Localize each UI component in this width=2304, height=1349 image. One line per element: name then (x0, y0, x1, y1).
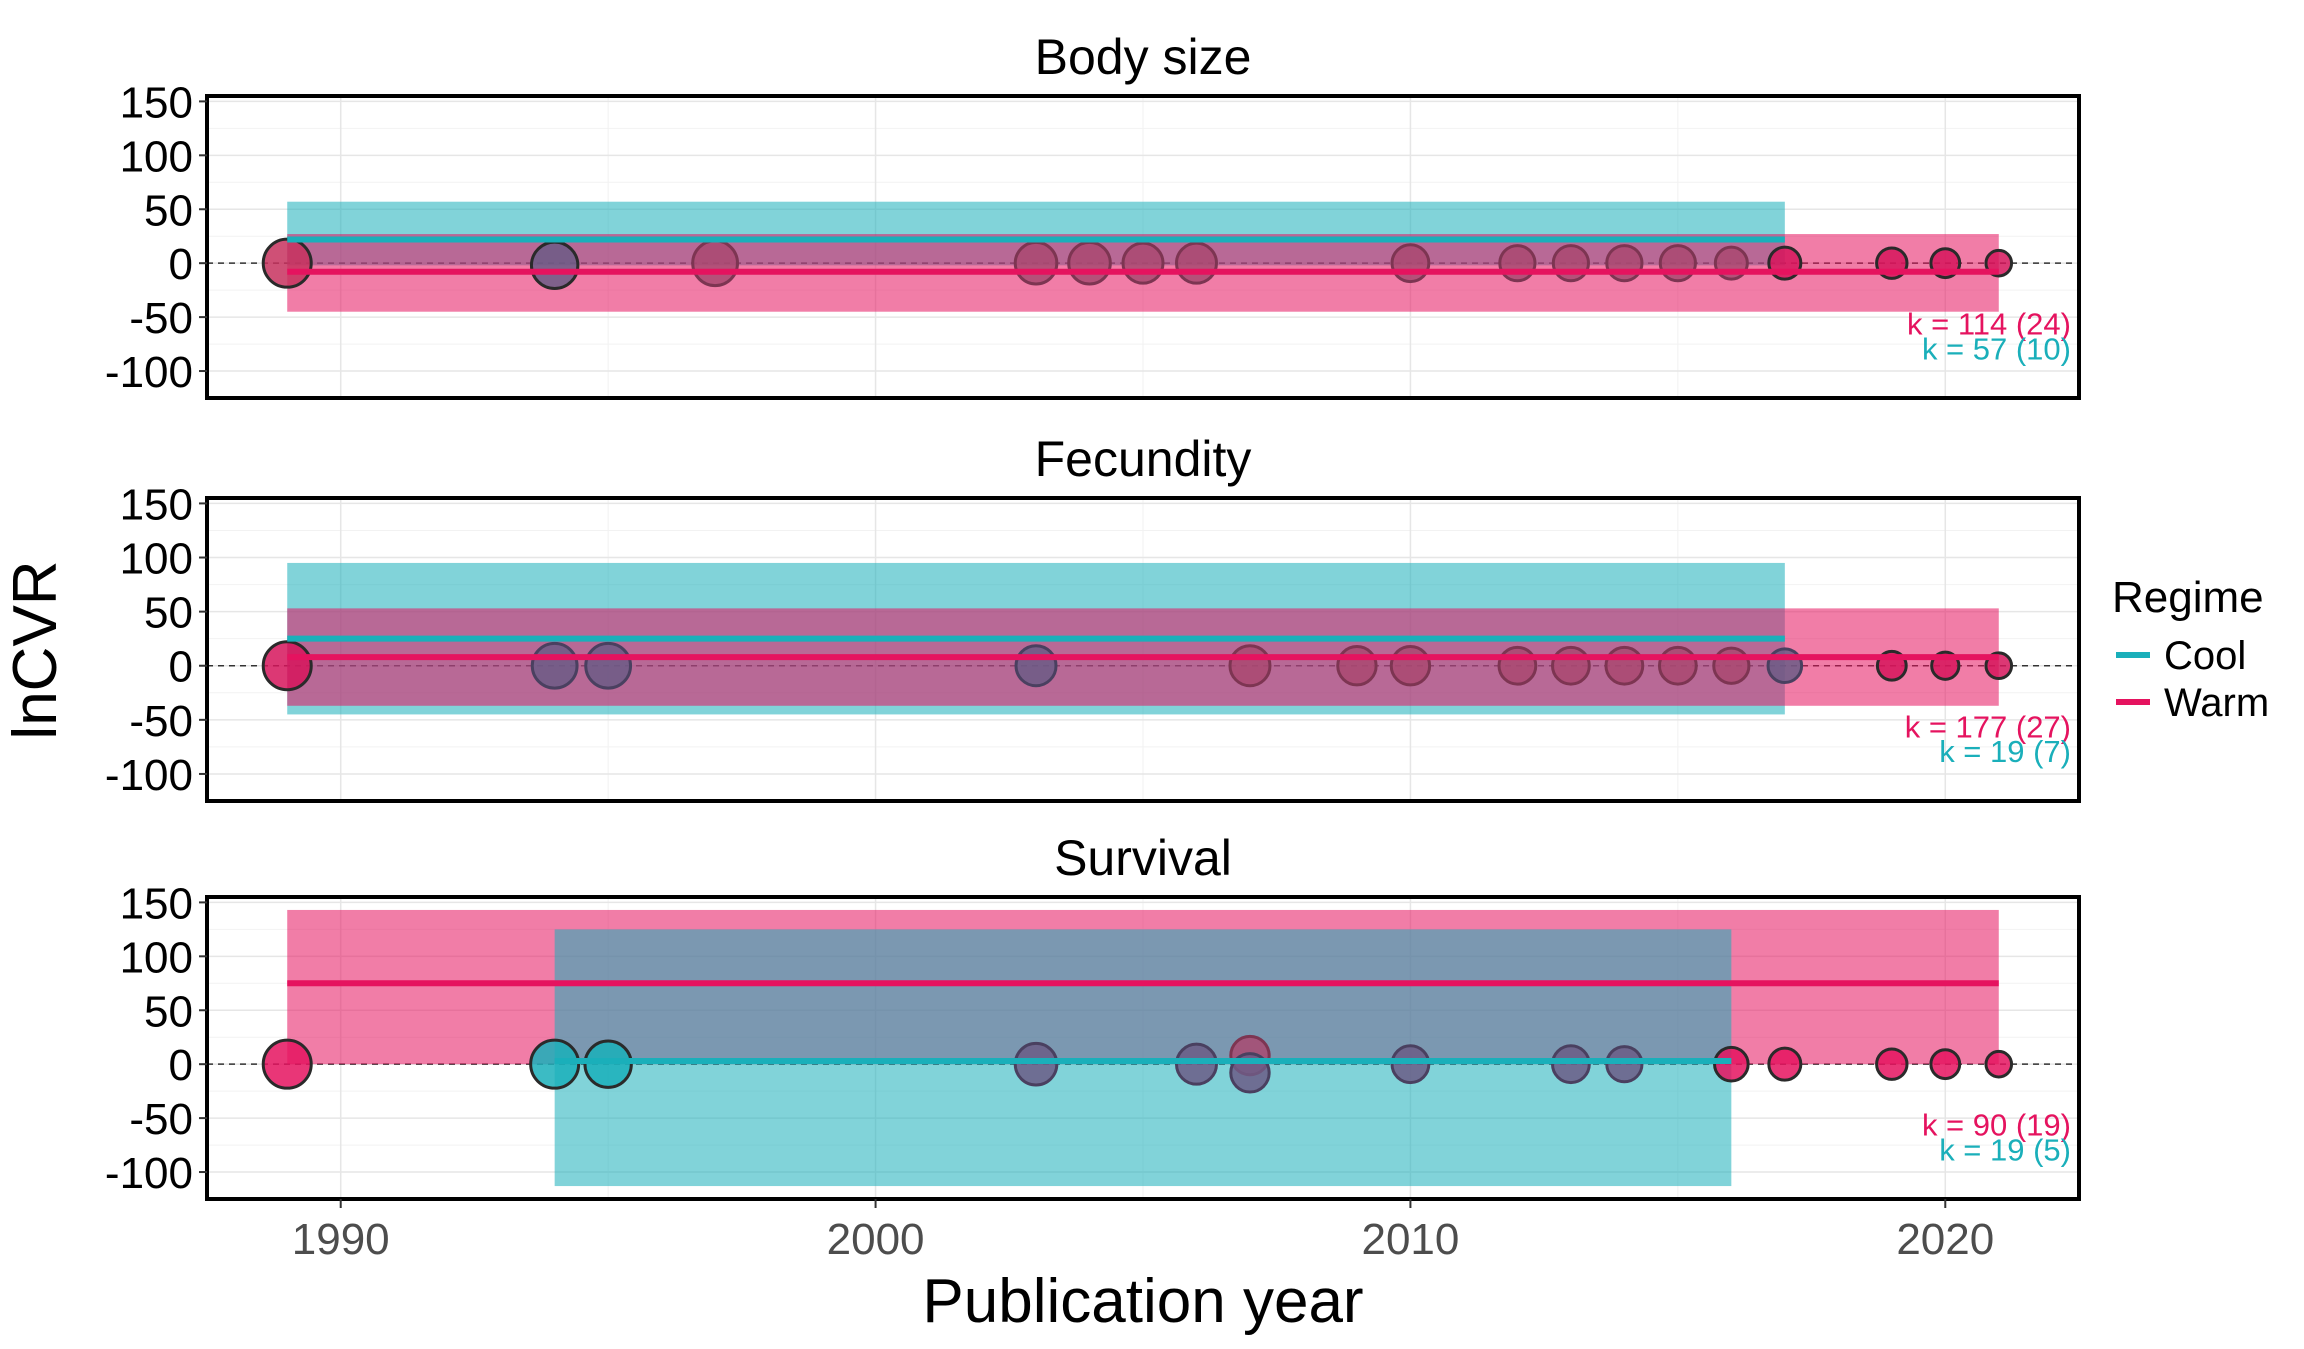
legend-label-cool: Cool (2164, 634, 2246, 678)
data-point (1013, 240, 1059, 286)
y-tick-label: 100 (120, 535, 193, 584)
y-tick-label: 100 (120, 132, 193, 181)
data-point (1174, 241, 1218, 285)
y-tick-label: 150 (120, 78, 193, 127)
data-point (1766, 647, 1804, 685)
panel-border (205, 94, 2081, 400)
sample-size-label-warm: k = 177 (27) (1905, 709, 2071, 744)
data-point (1389, 645, 1432, 687)
data-point (261, 1038, 313, 1090)
data-point (1174, 1042, 1218, 1086)
data-point (1767, 1046, 1803, 1082)
data-point (1013, 1041, 1059, 1087)
data-point (1550, 1044, 1591, 1085)
data-point (1121, 241, 1165, 285)
y-tick-label: -100 (105, 1149, 193, 1198)
y-tick-label: -100 (105, 751, 193, 800)
sample-size-label-warm: k = 90 (19) (1922, 1108, 2071, 1143)
panel-title: Fecundity (1035, 431, 1252, 487)
data-point (1713, 1045, 1750, 1083)
legend-title: Regime (2112, 573, 2264, 622)
data-point (1228, 644, 1272, 688)
data-point (1390, 243, 1431, 284)
x-axis-title: Publication year (922, 1267, 1363, 1336)
y-tick-label: -50 (129, 294, 193, 343)
data-point (1712, 646, 1751, 685)
data-point (1336, 645, 1378, 687)
data-point (529, 1038, 581, 1090)
data-point (1014, 644, 1058, 688)
data-point (1984, 1049, 2014, 1079)
panel-survival: k = 90 (19)k = 19 (5) Survival 150 100 50 0 -5… (105, 830, 2081, 1201)
data-point (1605, 244, 1644, 283)
y-tick-label: 0 (169, 643, 193, 692)
y-tick-label: -100 (105, 348, 193, 397)
data-point (1657, 645, 1698, 686)
y-tick-label: 50 (144, 589, 193, 638)
x-tick-label: 1990 (292, 1215, 390, 1264)
sample-size-label-cool: k = 19 (7) (1939, 734, 2071, 769)
data-point (1929, 1048, 1962, 1081)
panel-title: Survival (1054, 830, 1232, 886)
y-tick-label: 0 (169, 1041, 193, 1090)
x-tick-label: 2000 (827, 1215, 925, 1264)
data-point (261, 237, 313, 289)
sample-size-label-cool: k = 19 (5) (1939, 1132, 2071, 1167)
sample-size-label-cool: k = 57 (10) (1922, 331, 2071, 366)
data-point (261, 640, 313, 692)
data-point (1605, 1045, 1644, 1084)
data-point (1550, 645, 1591, 686)
y-tick-label: 150 (120, 480, 193, 529)
panel-border (205, 895, 2081, 1201)
y-tick-label: 150 (120, 879, 193, 928)
data-point (1067, 240, 1112, 286)
legend-label-warm: Warm (2164, 681, 2269, 725)
x-tick-label: 2010 (1361, 1215, 1459, 1264)
data-point (1551, 244, 1590, 283)
y-axis-title: lnCVR (1, 560, 70, 739)
y-tick-label: -50 (129, 697, 193, 746)
ci-band-cool (554, 929, 1732, 1187)
y-tick-label: 50 (144, 987, 193, 1036)
panel-body-size: k = 114 (24)k = 57 (10) Body size 150 100 50… (105, 29, 2081, 400)
data-point (1497, 645, 1538, 686)
y-tick-label: 0 (169, 240, 193, 289)
panel-title: Body size (1035, 29, 1252, 85)
data-point (1875, 1047, 1909, 1081)
data-point (1658, 244, 1697, 283)
data-point (529, 240, 580, 291)
data-point (1498, 244, 1537, 283)
data-point (1604, 645, 1645, 686)
sample-size-label-warm: k = 114 (24) (1907, 307, 2071, 342)
x-tick-label: 2020 (1896, 1215, 1994, 1264)
data-point (1390, 1044, 1431, 1085)
panel-border (205, 496, 2081, 803)
data-point (584, 641, 633, 690)
y-tick-label: -50 (129, 1095, 193, 1144)
y-tick-label: 50 (144, 186, 193, 235)
data-point (583, 1039, 633, 1089)
data-point (691, 239, 740, 288)
panel-fecundity: k = 177 (27)k = 19 (7) Fecundity 150 100 50 0… (105, 431, 2081, 803)
data-point (530, 641, 579, 690)
y-tick-label: 100 (120, 933, 193, 982)
